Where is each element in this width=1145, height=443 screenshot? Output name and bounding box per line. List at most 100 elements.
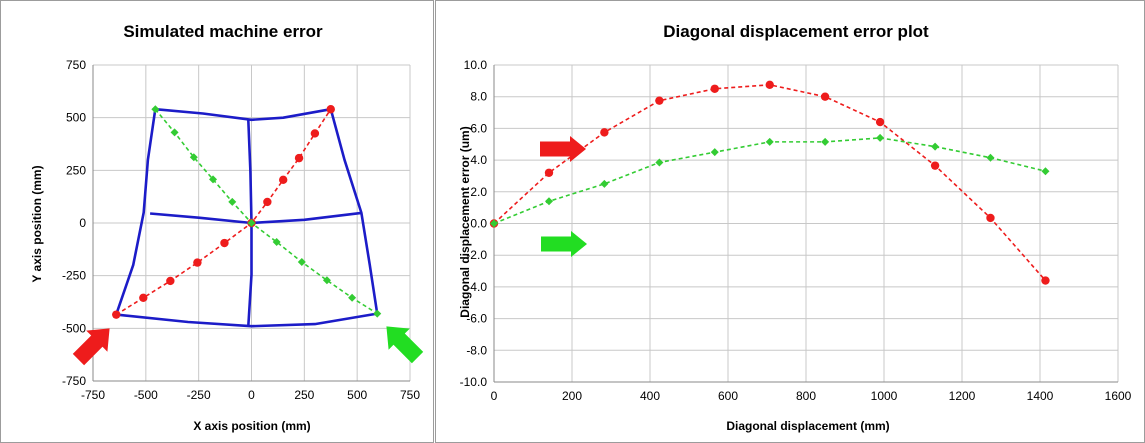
data-point — [209, 175, 218, 184]
data-point — [930, 161, 940, 170]
data-point — [263, 197, 272, 207]
data-point — [279, 175, 288, 185]
series-group — [112, 105, 382, 319]
data-point — [765, 137, 774, 146]
series-line — [115, 108, 332, 316]
data-point — [821, 137, 830, 146]
data-point — [247, 219, 256, 227]
arrows — [72, 326, 424, 366]
y-tick-label: 500 — [66, 111, 86, 125]
data-point — [297, 257, 306, 266]
data-point — [765, 80, 774, 90]
y-tick-label: 2.0 — [470, 185, 487, 199]
x-tick-label: 1600 — [1105, 389, 1132, 403]
data-point — [322, 276, 331, 285]
data-point — [310, 129, 320, 138]
data-point — [151, 105, 160, 114]
data-point — [189, 153, 198, 162]
data-point — [220, 238, 229, 248]
data-point — [326, 105, 335, 114]
data-point — [373, 309, 382, 318]
diagonal-error-chart: Diagonal displacement error plot 0 200 400… — [458, 22, 1132, 433]
green-arrow — [386, 326, 424, 364]
green-arrow — [541, 231, 587, 257]
data-point — [931, 142, 940, 151]
red-arrow — [72, 328, 110, 366]
series-line — [154, 108, 378, 315]
y-tick-label: 250 — [66, 163, 86, 177]
x-tick-label: -250 — [187, 388, 211, 402]
tick-labels: 0 200 400 600 800 1000 1200 1400 1600 -10.0 -8.0 -6… — [460, 58, 1132, 403]
x-tick-label: -500 — [134, 388, 158, 402]
data-point — [544, 168, 554, 177]
data-point — [544, 197, 553, 206]
x-tick-label: 250 — [294, 388, 314, 402]
y-tick-label: -750 — [62, 374, 86, 388]
data-point — [139, 293, 148, 302]
x-tick-label: 0 — [491, 389, 498, 403]
left-chart-panel: Simulated machine error -750 -500 -250 0 250… — [0, 0, 434, 443]
x-tick-label: 600 — [718, 389, 738, 403]
y-tick-label: 6.0 — [470, 121, 487, 135]
x-tick-label: 400 — [640, 389, 660, 403]
y-tick-label: 4.0 — [470, 153, 487, 167]
data-point — [655, 96, 664, 105]
y-tick-label: 0 — [79, 216, 86, 230]
x-tick-label: 500 — [347, 388, 367, 402]
data-point — [986, 153, 995, 162]
data-point — [710, 84, 719, 93]
y-axis-title: Y axis position (mm) — [30, 165, 44, 282]
machine-gridline — [116, 312, 378, 328]
tick-labels: -750 -500 -250 0 250 500 750 -750 -500 -250 0 250 50… — [62, 58, 420, 402]
y-tick-label: -500 — [62, 321, 86, 335]
data-point — [348, 293, 357, 302]
chart-title: Diagonal displacement error plot — [663, 22, 929, 41]
data-point — [876, 133, 885, 142]
y-tick-label: -6.0 — [466, 312, 487, 326]
y-tick-label: 8.0 — [470, 90, 487, 104]
x-tick-label: 800 — [796, 389, 816, 403]
data-point — [710, 148, 719, 157]
data-point — [294, 153, 304, 163]
y-tick-label: 750 — [66, 58, 86, 72]
data-point — [170, 128, 179, 137]
y-tick-label: -10.0 — [460, 375, 488, 389]
data-point — [193, 258, 202, 267]
arrows — [540, 136, 587, 257]
red-arrow — [540, 136, 586, 162]
data-point — [875, 117, 885, 127]
data-point — [1041, 167, 1050, 176]
x-tick-label: 200 — [562, 389, 582, 403]
data-point — [600, 128, 609, 137]
x-tick-label: -750 — [81, 388, 105, 402]
y-tick-label: -2.0 — [466, 248, 487, 262]
y-tick-label: -8.0 — [466, 343, 487, 357]
machine-gridline — [114, 109, 157, 316]
chart-title: Simulated machine error — [123, 22, 323, 41]
data-point — [986, 213, 995, 223]
y-tick-label: 0.0 — [470, 217, 487, 231]
gridlines — [493, 64, 1119, 383]
x-tick-label: 750 — [400, 388, 420, 402]
machine-gridline — [329, 108, 379, 314]
x-tick-label: 1000 — [871, 389, 898, 403]
y-axis-title: Diagonal displacement error (um) — [458, 126, 472, 317]
y-tick-label: 10.0 — [464, 58, 488, 72]
x-axis-title: Diagonal displacement (mm) — [726, 419, 889, 433]
data-point — [166, 276, 175, 286]
data-point — [600, 179, 609, 188]
x-tick-label: 1400 — [1027, 389, 1054, 403]
x-axis-title: X axis position (mm) — [193, 419, 310, 433]
data-point — [490, 219, 498, 228]
data-point — [228, 197, 237, 206]
data-point — [655, 158, 664, 167]
machine-error-chart: Simulated machine error -750 -500 -250 0 250… — [30, 22, 424, 433]
series-group — [489, 80, 1050, 285]
y-tick-label: -4.0 — [466, 280, 487, 294]
data-point — [820, 92, 830, 101]
y-tick-label: -250 — [62, 269, 86, 283]
data-point — [1041, 276, 1050, 285]
machine-gridline — [155, 107, 332, 122]
x-tick-label: 0 — [248, 388, 255, 402]
right-chart-panel: Diagonal displacement error plot 0 200 400… — [435, 0, 1145, 443]
